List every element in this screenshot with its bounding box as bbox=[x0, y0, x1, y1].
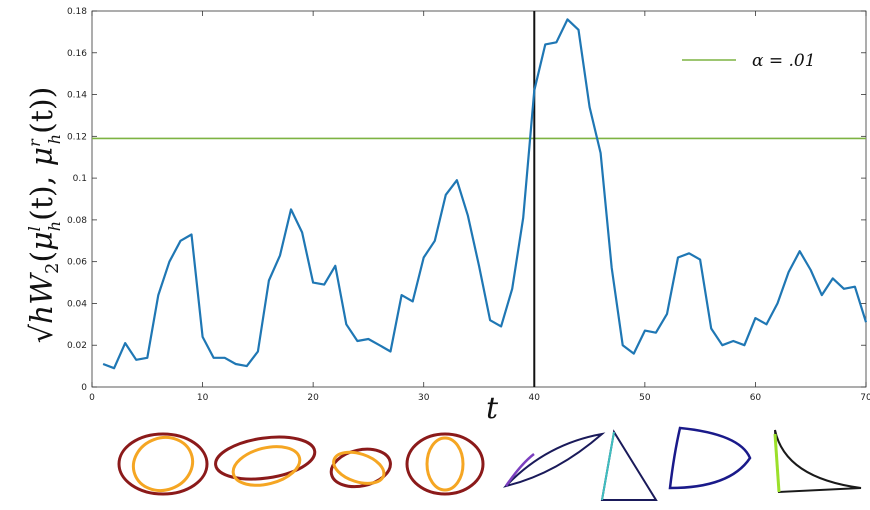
x-tick-label: 60 bbox=[750, 393, 762, 403]
thumbnail-curved-triangle-flat bbox=[502, 432, 606, 488]
inner-ellipse bbox=[231, 445, 302, 487]
svg-text:√hW2(μlh(t), μrh(t)): √hW2(μlh(t), μrh(t)) bbox=[25, 87, 64, 344]
y-tick-label: 0 bbox=[81, 383, 87, 393]
outer-ellipse bbox=[405, 432, 485, 496]
x-tick-label: 20 bbox=[307, 393, 319, 403]
y-label-t1: (t), bbox=[25, 166, 60, 221]
y-label-w-sub: 2 bbox=[42, 263, 63, 274]
y-label-open: ( bbox=[25, 251, 60, 263]
y-tick-label: 0.06 bbox=[67, 258, 87, 268]
y-tick-label: 0.14 bbox=[67, 91, 87, 101]
tall-triangle bbox=[600, 429, 658, 501]
thumbnail-strip bbox=[117, 426, 862, 501]
y-label-mu2-sup: r bbox=[25, 138, 44, 147]
curved-triangle bbox=[502, 432, 606, 488]
thumbnail-triangle-tall bbox=[600, 429, 658, 501]
curved-triangle-accent bbox=[504, 453, 535, 487]
y-label-root: √ bbox=[25, 323, 60, 343]
y-label-t2: (t)) bbox=[25, 87, 60, 134]
thumbnail-two-ellipses-wide bbox=[214, 435, 317, 487]
x-tick-label: 10 bbox=[197, 393, 209, 403]
inner-ellipse bbox=[131, 436, 195, 492]
thumbnail-two-ellipses-nested bbox=[405, 432, 485, 496]
x-tick-label: 50 bbox=[639, 393, 651, 403]
y-axis-label: √hW2(μlh(t), μrh(t)) bbox=[25, 87, 64, 344]
outer-ellipse bbox=[117, 432, 209, 496]
y-tick-label: 0.1 bbox=[73, 174, 87, 184]
y-label-w: W bbox=[25, 272, 60, 305]
y-label-mu1: μ bbox=[25, 231, 60, 251]
thumbnail-two-ellipses bbox=[117, 432, 209, 496]
y-label-h: h bbox=[25, 305, 60, 324]
round-curved-triangle bbox=[668, 426, 752, 490]
y-tick-label: 0.12 bbox=[67, 132, 87, 142]
x-axis-label: t bbox=[486, 391, 499, 426]
corner-curved-triangle bbox=[774, 429, 862, 494]
y-tick-label: 0.02 bbox=[67, 341, 87, 351]
x-tick-label: 0 bbox=[89, 393, 95, 403]
x-tick-label: 30 bbox=[418, 393, 430, 403]
corner-curved-triangle-accent bbox=[773, 433, 781, 493]
outer-ellipse bbox=[214, 435, 317, 481]
y-label-mu2-sub: h bbox=[45, 134, 64, 144]
y-tick-label: 0.16 bbox=[67, 49, 87, 59]
y-label-mu1-sup: l bbox=[25, 226, 44, 231]
plot-area: 0 0.02 0.04 0.06 0.08 0.1 0.12 0.14 0.16 0.18 0 10 2… bbox=[67, 7, 870, 403]
axes-frame bbox=[91, 10, 867, 388]
y-tick-label: 0.18 bbox=[67, 7, 87, 17]
thumbnail-two-ellipses-crossed bbox=[329, 447, 392, 489]
inner-ellipse bbox=[332, 450, 386, 485]
thumbnail-curved-triangle-round bbox=[668, 426, 752, 490]
tall-triangle-accent bbox=[601, 431, 615, 501]
thumbnail-curved-triangle-corner bbox=[773, 429, 862, 494]
x-tick-label: 70 bbox=[860, 393, 870, 403]
y-label-mu2: μ bbox=[25, 147, 60, 167]
y-label-mu1-sub: h bbox=[45, 221, 64, 231]
x-tick-label: 40 bbox=[529, 393, 541, 403]
legend-label-alpha: α = .01 bbox=[752, 51, 816, 71]
legend: α = .01 bbox=[676, 44, 830, 78]
series-line-distance bbox=[102, 18, 868, 370]
y-tick-label: 0.04 bbox=[67, 299, 87, 309]
legend-box bbox=[676, 44, 830, 78]
outer-ellipse bbox=[329, 447, 392, 489]
y-tick-label: 0.08 bbox=[67, 216, 87, 226]
inner-ellipse bbox=[425, 436, 465, 492]
